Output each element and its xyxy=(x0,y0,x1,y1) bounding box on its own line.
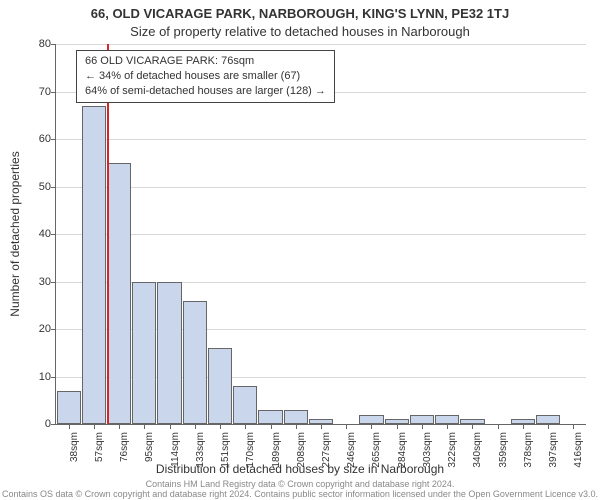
histogram-bar xyxy=(107,163,131,424)
histogram-bar xyxy=(208,348,232,424)
y-tick-label: 10 xyxy=(26,371,51,383)
chart-address-title: 66, OLD VICARAGE PARK, NARBOROUGH, KING'… xyxy=(0,6,600,21)
histogram-bar xyxy=(157,282,181,425)
y-tick-label: 50 xyxy=(26,181,51,193)
annotation-line1: 66 OLD VICARAGE PARK: 76sqm xyxy=(85,54,326,69)
x-tick-label: 95sqm xyxy=(144,432,155,462)
footer-line2: Contains OS data © Crown copyright and d… xyxy=(2,489,598,499)
histogram-bar xyxy=(258,410,282,424)
histogram-bar xyxy=(359,415,383,425)
y-tick-label: 0 xyxy=(26,418,51,430)
histogram-bar xyxy=(183,301,207,425)
x-tick xyxy=(170,424,171,429)
x-tick xyxy=(346,424,347,429)
gridline xyxy=(56,234,586,235)
x-tick-label: 76sqm xyxy=(119,432,130,462)
x-tick xyxy=(296,424,297,429)
x-tick xyxy=(245,424,246,429)
y-tick xyxy=(51,139,56,140)
y-tick xyxy=(51,282,56,283)
x-tick-label: 38sqm xyxy=(69,432,80,462)
x-tick xyxy=(321,424,322,429)
annotation-line3: 64% of semi-detached houses are larger (… xyxy=(85,84,326,99)
x-tick xyxy=(371,424,372,429)
y-tick xyxy=(51,187,56,188)
histogram-bar xyxy=(57,391,81,424)
histogram-bar xyxy=(410,415,434,425)
x-tick xyxy=(422,424,423,429)
histogram-bar xyxy=(536,415,560,425)
y-tick-label: 30 xyxy=(26,276,51,288)
histogram-bar xyxy=(82,106,106,424)
y-tick-label: 20 xyxy=(26,323,51,335)
x-tick xyxy=(195,424,196,429)
y-tick xyxy=(51,329,56,330)
chart-subtitle: Size of property relative to detached ho… xyxy=(0,24,600,39)
histogram-bar xyxy=(233,386,257,424)
gridline xyxy=(56,44,586,45)
y-tick-label: 40 xyxy=(26,228,51,240)
y-tick xyxy=(51,92,56,93)
x-tick-label: 57sqm xyxy=(94,432,105,462)
gridline xyxy=(56,187,586,188)
x-tick xyxy=(271,424,272,429)
chart-plot-area: 0102030405060708038sqm57sqm76sqm95sqm114… xyxy=(55,44,586,425)
y-tick xyxy=(51,44,56,45)
x-tick xyxy=(397,424,398,429)
x-tick xyxy=(94,424,95,429)
y-tick-label: 70 xyxy=(26,86,51,98)
footer-attribution: Contains HM Land Registry data © Crown c… xyxy=(0,480,600,500)
x-axis-label: Distribution of detached houses by size … xyxy=(0,462,600,476)
x-tick xyxy=(144,424,145,429)
x-tick xyxy=(447,424,448,429)
x-tick xyxy=(498,424,499,429)
x-tick xyxy=(119,424,120,429)
histogram-bar xyxy=(435,415,459,425)
y-tick xyxy=(51,377,56,378)
y-tick xyxy=(51,424,56,425)
x-tick xyxy=(573,424,574,429)
gridline xyxy=(56,139,586,140)
y-tick xyxy=(51,234,56,235)
histogram-bar xyxy=(284,410,308,424)
annotation-line2: ← 34% of detached houses are smaller (67… xyxy=(85,69,326,84)
x-tick xyxy=(472,424,473,429)
x-tick xyxy=(548,424,549,429)
y-axis-label: Number of detached properties xyxy=(8,151,22,316)
y-tick-label: 80 xyxy=(26,38,51,50)
histogram-bar xyxy=(132,282,156,425)
footer-line1: Contains HM Land Registry data © Crown c… xyxy=(146,479,455,489)
x-tick xyxy=(220,424,221,429)
x-tick xyxy=(69,424,70,429)
x-tick xyxy=(523,424,524,429)
y-tick-label: 60 xyxy=(26,133,51,145)
annotation-box: 66 OLD VICARAGE PARK: 76sqm← 34% of deta… xyxy=(76,50,335,103)
